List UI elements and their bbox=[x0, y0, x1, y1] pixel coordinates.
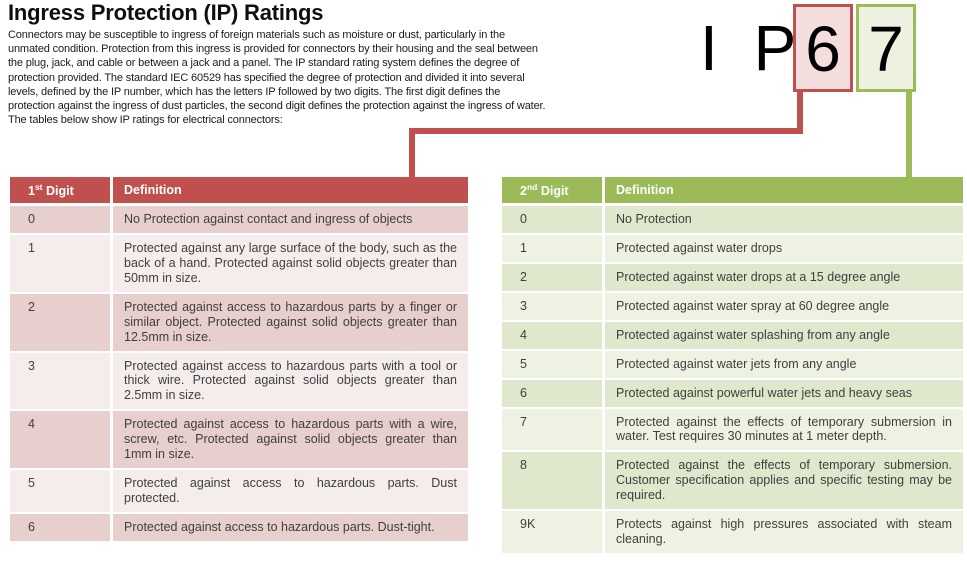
second-digit-table-body: 0 No Protection 1 Protected against water d… bbox=[502, 206, 963, 555]
digit-cell: 8 bbox=[502, 452, 605, 512]
first-digit-column-header: 1st Digit bbox=[10, 177, 113, 207]
ip-prefix-letters: I P bbox=[700, 12, 806, 84]
digit-cell: 0 bbox=[10, 206, 113, 236]
digit-cell: 4 bbox=[10, 411, 113, 470]
digit-cell: 5 bbox=[502, 350, 605, 380]
table-row: 6 Protected against access to hazardous p… bbox=[10, 513, 468, 543]
header-digit-sup: nd bbox=[526, 182, 538, 192]
definition-cell: Protected against access to hazardous pa… bbox=[113, 293, 468, 353]
digit-cell: 2 bbox=[10, 293, 113, 353]
table-row: 8 Protected against the effects of tempor… bbox=[502, 452, 963, 512]
definition-cell: Protected against water drops at a 15 de… bbox=[605, 263, 963, 293]
table-row: 0 No Protection bbox=[502, 206, 963, 236]
table-row: 3 Protected against access to hazardous p… bbox=[10, 352, 468, 412]
definition-cell: Protected against access to hazardous pa… bbox=[113, 352, 468, 412]
second-digit-box: 7 bbox=[856, 4, 916, 92]
table-row: 1 Protected against any large surface of … bbox=[10, 235, 468, 294]
intro-paragraph: Connectors may be susceptible to ingress… bbox=[8, 29, 546, 127]
table-row: 2 Protected against access to hazardous p… bbox=[10, 293, 468, 353]
table-row: 0 No Protection against contact and ingre… bbox=[10, 206, 468, 236]
second-digit-connector-segment bbox=[906, 90, 912, 180]
definition-cell: Protected against any large surface of t… bbox=[113, 235, 468, 294]
digit-cell: 6 bbox=[502, 379, 605, 409]
header-digit-rest: Digit bbox=[42, 184, 74, 199]
header-row: 1st Digit Definition bbox=[10, 177, 468, 207]
definition-cell: Protected against the effects of tempora… bbox=[605, 452, 963, 512]
table-row: 7 Protected against the effects of tempor… bbox=[502, 408, 963, 453]
definition-cell: No Protection against contact and ingres… bbox=[113, 206, 468, 236]
digit-cell: 3 bbox=[502, 292, 605, 322]
definition-column-header: Definition bbox=[605, 177, 963, 207]
table-row: 3 Protected against water spray at 60 deg… bbox=[502, 292, 963, 322]
table-row: 6 Protected against powerful water jets a… bbox=[502, 379, 963, 409]
first-digit-connector-segment bbox=[409, 128, 415, 180]
first-digit-table-body: 0 No Protection against contact and ingre… bbox=[10, 206, 468, 543]
table-row: 5 Protected against water jets from any a… bbox=[502, 350, 963, 380]
first-digit-box: 6 bbox=[793, 4, 853, 92]
first-digit-connector-segment bbox=[409, 128, 803, 134]
second-digit-column-header: 2nd Digit bbox=[502, 177, 605, 207]
definition-cell: Protected against access to hazardous pa… bbox=[113, 469, 468, 514]
table-row: 1 Protected against water drops bbox=[502, 235, 963, 264]
header-digit-base: 1 bbox=[28, 184, 35, 199]
digit-cell: 3 bbox=[10, 352, 113, 412]
definition-cell: Protected against the effects of tempora… bbox=[605, 408, 963, 453]
definition-cell: Protected against water splashing from a… bbox=[605, 321, 963, 351]
digit-cell: 0 bbox=[502, 206, 605, 236]
second-digit-table: 2nd Digit Definition 0 No Protection 1 Prot… bbox=[502, 177, 963, 555]
digit-cell: 2 bbox=[502, 263, 605, 293]
header-row: 2nd Digit Definition bbox=[502, 177, 963, 207]
header-digit-sup: st bbox=[34, 182, 43, 192]
definition-column-header: Definition bbox=[113, 177, 468, 207]
digit-cell: 7 bbox=[502, 408, 605, 453]
digit-cell: 6 bbox=[10, 513, 113, 543]
digit-cell: 5 bbox=[10, 469, 113, 514]
first-digit-table: 1st Digit Definition 0 No Protection agai… bbox=[10, 177, 468, 543]
table-row: 5 Protected against access to hazardous p… bbox=[10, 469, 468, 514]
first-digit-table-header: 1st Digit Definition bbox=[10, 177, 468, 207]
definition-cell: Protected against water drops bbox=[605, 235, 963, 264]
digit-cell: 1 bbox=[502, 235, 605, 264]
header-digit-base: 2 bbox=[520, 184, 527, 199]
first-digit-connector-segment bbox=[797, 90, 803, 134]
page-title: Ingress Protection (IP) Ratings bbox=[8, 0, 324, 25]
digit-cell: 9K bbox=[502, 511, 605, 555]
definition-cell: Protected against water jets from any an… bbox=[605, 350, 963, 380]
table-row: 2 Protected against water drops at a 15 d… bbox=[502, 263, 963, 293]
definition-cell: Protected against powerful water jets an… bbox=[605, 379, 963, 409]
definition-cell: Protected against water spray at 60 degr… bbox=[605, 292, 963, 322]
definition-cell: Protected against access to hazardous pa… bbox=[113, 411, 468, 470]
definition-cell: Protected against access to hazardous pa… bbox=[113, 513, 468, 543]
second-digit-table-header: 2nd Digit Definition bbox=[502, 177, 963, 207]
definition-cell: No Protection bbox=[605, 206, 963, 236]
table-row: 4 Protected against access to hazardous p… bbox=[10, 411, 468, 470]
table-row: 9K Protects against high pressures associ… bbox=[502, 511, 963, 555]
header-digit-rest: Digit bbox=[537, 184, 569, 199]
definition-cell: Protects against high pressures associat… bbox=[605, 511, 963, 555]
digit-cell: 1 bbox=[10, 235, 113, 294]
digit-cell: 4 bbox=[502, 321, 605, 351]
table-row: 4 Protected against water splashing from … bbox=[502, 321, 963, 351]
